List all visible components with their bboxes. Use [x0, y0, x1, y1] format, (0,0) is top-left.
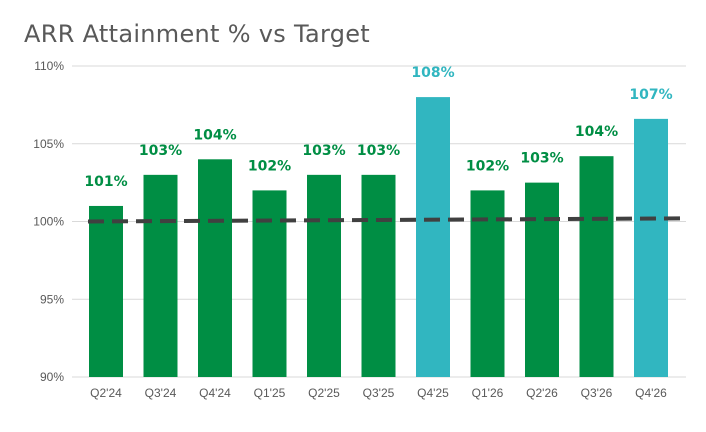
data-label: 103%	[302, 143, 345, 159]
bar	[579, 156, 614, 377]
bar	[143, 174, 178, 377]
x-tick-label: Q3'26	[581, 386, 613, 400]
target-line	[87, 216, 687, 224]
x-tick-label: Q1'26	[472, 386, 504, 400]
data-label: 104%	[575, 124, 618, 140]
bar	[416, 97, 450, 377]
data-label: 101%	[84, 174, 127, 190]
data-label: 108%	[411, 65, 454, 81]
x-tick-label: Q3'24	[145, 386, 177, 400]
data-label: 107%	[629, 87, 672, 103]
y-axis-ticks: 90% 95% 100% 105% 110%	[33, 59, 64, 384]
x-tick-label: Q2'26	[526, 386, 558, 400]
data-label: 102%	[248, 158, 291, 174]
y-tick-label: 110%	[34, 59, 64, 73]
x-tick-label: Q2'24	[90, 386, 122, 400]
bar	[89, 205, 123, 377]
data-label: 104%	[193, 127, 236, 143]
data-label: 103%	[520, 151, 563, 167]
bar	[525, 182, 559, 377]
x-tick-label: Q4'26	[635, 386, 667, 400]
bar	[198, 159, 232, 377]
data-label: 103%	[139, 143, 182, 159]
x-tick-label: Q4'25	[417, 386, 449, 400]
x-tick-label: Q1'25	[254, 386, 286, 400]
x-tick-label: Q4'24	[199, 386, 231, 400]
y-tick-label: 100%	[33, 215, 64, 229]
data-label: 102%	[466, 158, 509, 174]
x-tick-label: Q3'25	[363, 386, 395, 400]
bar	[361, 174, 396, 377]
bar	[634, 118, 668, 378]
x-tick-label: Q2'25	[308, 386, 340, 400]
data-labels: 101% 103% 104% 102% 103% 103% 108% 102% 103% 104%…	[84, 65, 672, 190]
y-tick-label: 95%	[40, 292, 64, 306]
bar	[470, 190, 505, 377]
y-tick-label: 105%	[33, 137, 64, 151]
data-label: 103%	[357, 143, 400, 159]
bar	[307, 174, 341, 377]
bars	[89, 97, 668, 378]
chart-title: ARR Attainment % vs Target	[24, 20, 371, 48]
bar	[252, 190, 287, 377]
target-line-group	[87, 216, 687, 224]
y-tick-label: 90%	[40, 370, 64, 384]
x-axis-ticks: Q2'24 Q3'24 Q4'24 Q1'25 Q2'25 Q3'25 Q4'25 Q1'26…	[90, 386, 667, 400]
